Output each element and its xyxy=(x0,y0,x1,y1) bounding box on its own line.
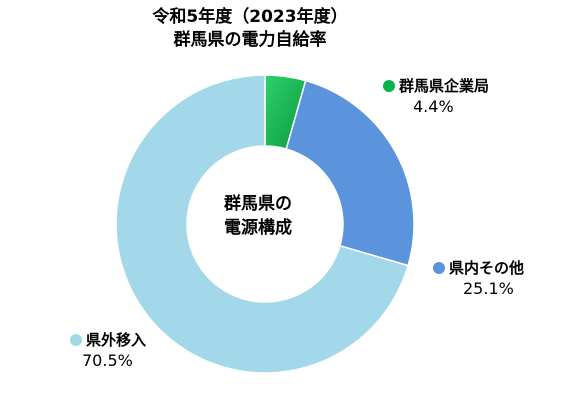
legend-dot-kengai xyxy=(70,334,82,346)
slice-label-kigyokyoku: 群馬県企業局 4.4% xyxy=(383,76,489,118)
legend-dot-kigyokyoku xyxy=(383,80,395,92)
donut-slice-kengai xyxy=(115,74,410,374)
slice-label-kennai: 県内その他 25.1% xyxy=(433,258,524,300)
slice-value-kennai: 25.1% xyxy=(463,279,514,298)
donut-center-label: 群馬県の 電源構成 xyxy=(188,192,328,240)
slice-value-kigyokyoku: 4.4% xyxy=(413,97,454,116)
slice-name-kennai: 県内その他 xyxy=(449,259,525,277)
center-label-line-1: 群馬県の xyxy=(224,194,292,214)
slice-value-kengai: 70.5% xyxy=(82,351,133,370)
center-label-line-2: 電源構成 xyxy=(224,218,292,238)
slice-name-kengai: 県外移入 xyxy=(86,331,147,349)
slice-name-kigyokyoku: 群馬県企業局 xyxy=(399,77,490,95)
slice-label-kengai: 県外移入 70.5% xyxy=(70,330,146,372)
chart-title-line-1: 令和5年度（2023年度） xyxy=(152,7,348,27)
donut-slice-kennai xyxy=(285,79,415,267)
chart-title-line-2: 群馬県の電力自給率 xyxy=(173,30,327,50)
legend-dot-kennai xyxy=(433,262,445,274)
chart-title: 令和5年度（2023年度） 群馬県の電力自給率 xyxy=(130,6,370,52)
